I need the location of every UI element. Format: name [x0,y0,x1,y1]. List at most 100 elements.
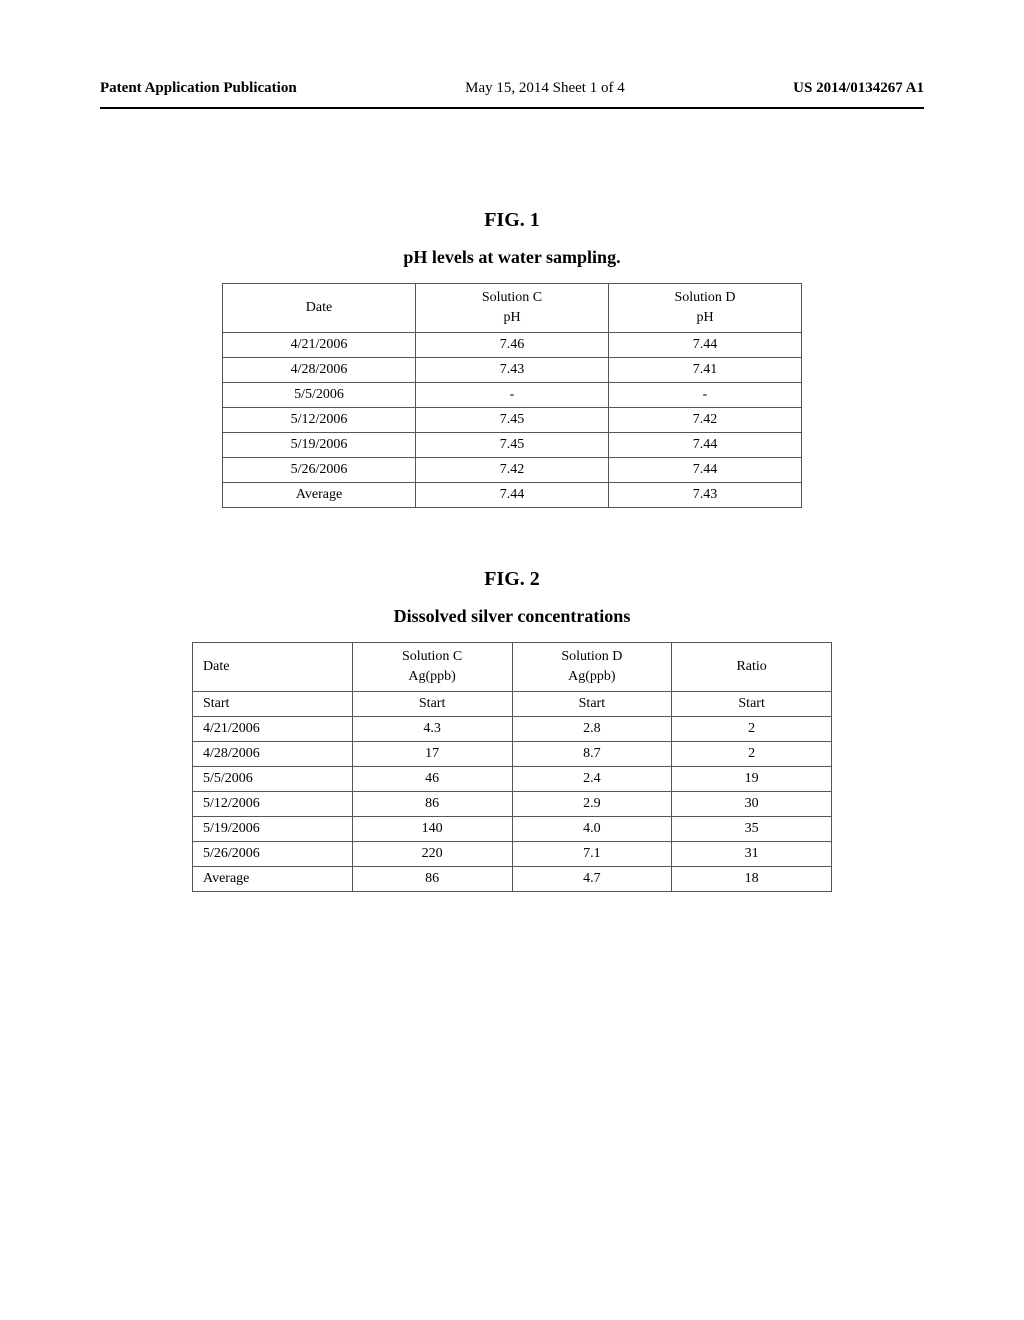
figure-2-title: Dissolved silver concentrations [100,606,924,627]
table-row: 5/5/2006462.419 [193,767,832,792]
col-header: Solution C Ag(ppb) [352,643,512,692]
table-cell: 7.42 [416,458,609,483]
table-cell: 7.44 [416,483,609,508]
figure-1-label: FIG. 1 [100,209,924,232]
table-cell: Start [672,692,832,717]
col-header-line2: Ag(ppb) [523,667,662,687]
table-cell: 17 [352,742,512,767]
table-cell: 19 [672,767,832,792]
table-cell: 5/5/2006 [193,767,353,792]
table-cell: 7.44 [609,433,802,458]
table-cell: 2.9 [512,792,672,817]
table-cell: Start [512,692,672,717]
table-cell: 4/28/2006 [193,742,353,767]
figure-2-table: Date Solution C Ag(ppb) Solution D Ag(pp… [192,642,832,892]
table-cell: 5/19/2006 [193,817,353,842]
col-header-line2: pH [426,308,598,328]
table-row: 4/21/20067.467.44 [223,333,802,358]
col-header-line2: Ag(ppb) [363,667,502,687]
col-header-line1: Date [203,657,342,677]
table-cell: 4.3 [352,717,512,742]
table-row: 5/19/20067.457.44 [223,433,802,458]
header-right: US 2014/0134267 A1 [793,80,924,97]
table-row: 5/26/20067.427.44 [223,458,802,483]
table-cell: 5/5/2006 [223,383,416,408]
figure-2: FIG. 2 Dissolved silver concentrations D… [100,568,924,892]
table-cell: 5/19/2006 [223,433,416,458]
table-row: 5/12/20067.457.42 [223,408,802,433]
page: Patent Application Publication May 15, 2… [0,0,1024,1012]
table-cell: - [416,383,609,408]
col-header-line1: Solution C [426,288,598,308]
table-cell: Average [223,483,416,508]
col-header-line1: Solution D [619,288,791,308]
table-cell: 7.45 [416,433,609,458]
table-cell: 7.41 [609,358,802,383]
figure-1: FIG. 1 pH levels at water sampling. Date… [100,209,924,508]
figure-2-label: FIG. 2 [100,568,924,591]
table-cell: 5/12/2006 [223,408,416,433]
table-cell: 140 [352,817,512,842]
table-cell: 7.44 [609,458,802,483]
table-cell: 5/26/2006 [223,458,416,483]
col-header: Solution D Ag(ppb) [512,643,672,692]
table-cell: 2.8 [512,717,672,742]
table-cell: 7.42 [609,408,802,433]
table-cell: 31 [672,842,832,867]
table-row: 4/28/20067.437.41 [223,358,802,383]
table-cell: 35 [672,817,832,842]
table-cell: 7.44 [609,333,802,358]
table-row: StartStartStartStart [193,692,832,717]
table-cell: 4/28/2006 [223,358,416,383]
page-header: Patent Application Publication May 15, 2… [100,80,924,97]
col-header: Ratio [672,643,832,692]
col-header-line1: Solution D [523,647,662,667]
header-rule [100,107,924,109]
figure-1-tbody: 4/21/20067.467.444/28/20067.437.415/5/20… [223,333,802,508]
table-cell: 5/26/2006 [193,842,353,867]
table-cell: 2 [672,717,832,742]
table-row: Average864.718 [193,867,832,892]
col-header-line1: Solution C [363,647,502,667]
table-cell: 86 [352,867,512,892]
col-header: Solution D pH [609,284,802,333]
table-cell: 46 [352,767,512,792]
table-cell: 4/21/2006 [193,717,353,742]
col-header-line1: Ratio [682,657,821,677]
table-cell: Average [193,867,353,892]
col-header: Solution C pH [416,284,609,333]
col-header-line1: Date [233,298,405,318]
table-cell: 86 [352,792,512,817]
table-cell: 2.4 [512,767,672,792]
col-header: Date [193,643,353,692]
table-cell: 8.7 [512,742,672,767]
table-cell: 4.7 [512,867,672,892]
table-cell: - [609,383,802,408]
table-row: Average7.447.43 [223,483,802,508]
table-row: 5/5/2006-- [223,383,802,408]
table-cell: 18 [672,867,832,892]
header-center: May 15, 2014 Sheet 1 of 4 [465,80,625,97]
table-cell: Start [193,692,353,717]
col-header: Date [223,284,416,333]
table-cell: 5/12/2006 [193,792,353,817]
figure-1-title: pH levels at water sampling. [100,247,924,268]
table-cell: 7.46 [416,333,609,358]
figure-2-tbody: StartStartStartStart4/21/20064.32.824/28… [193,692,832,892]
table-cell: 4.0 [512,817,672,842]
table-cell: 7.45 [416,408,609,433]
table-row: 5/19/20061404.035 [193,817,832,842]
header-left: Patent Application Publication [100,80,297,97]
table-row: 5/26/20062207.131 [193,842,832,867]
col-header-line2: pH [619,308,791,328]
table-cell: 4/21/2006 [223,333,416,358]
table-cell: 30 [672,792,832,817]
table-cell: 7.43 [416,358,609,383]
table-cell: Start [352,692,512,717]
table-cell: 7.43 [609,483,802,508]
table-row: 4/28/2006178.72 [193,742,832,767]
figure-1-table: Date Solution C pH Solution D pH 4/21/20… [222,283,802,508]
table-cell: 220 [352,842,512,867]
table-cell: 2 [672,742,832,767]
table-cell: 7.1 [512,842,672,867]
